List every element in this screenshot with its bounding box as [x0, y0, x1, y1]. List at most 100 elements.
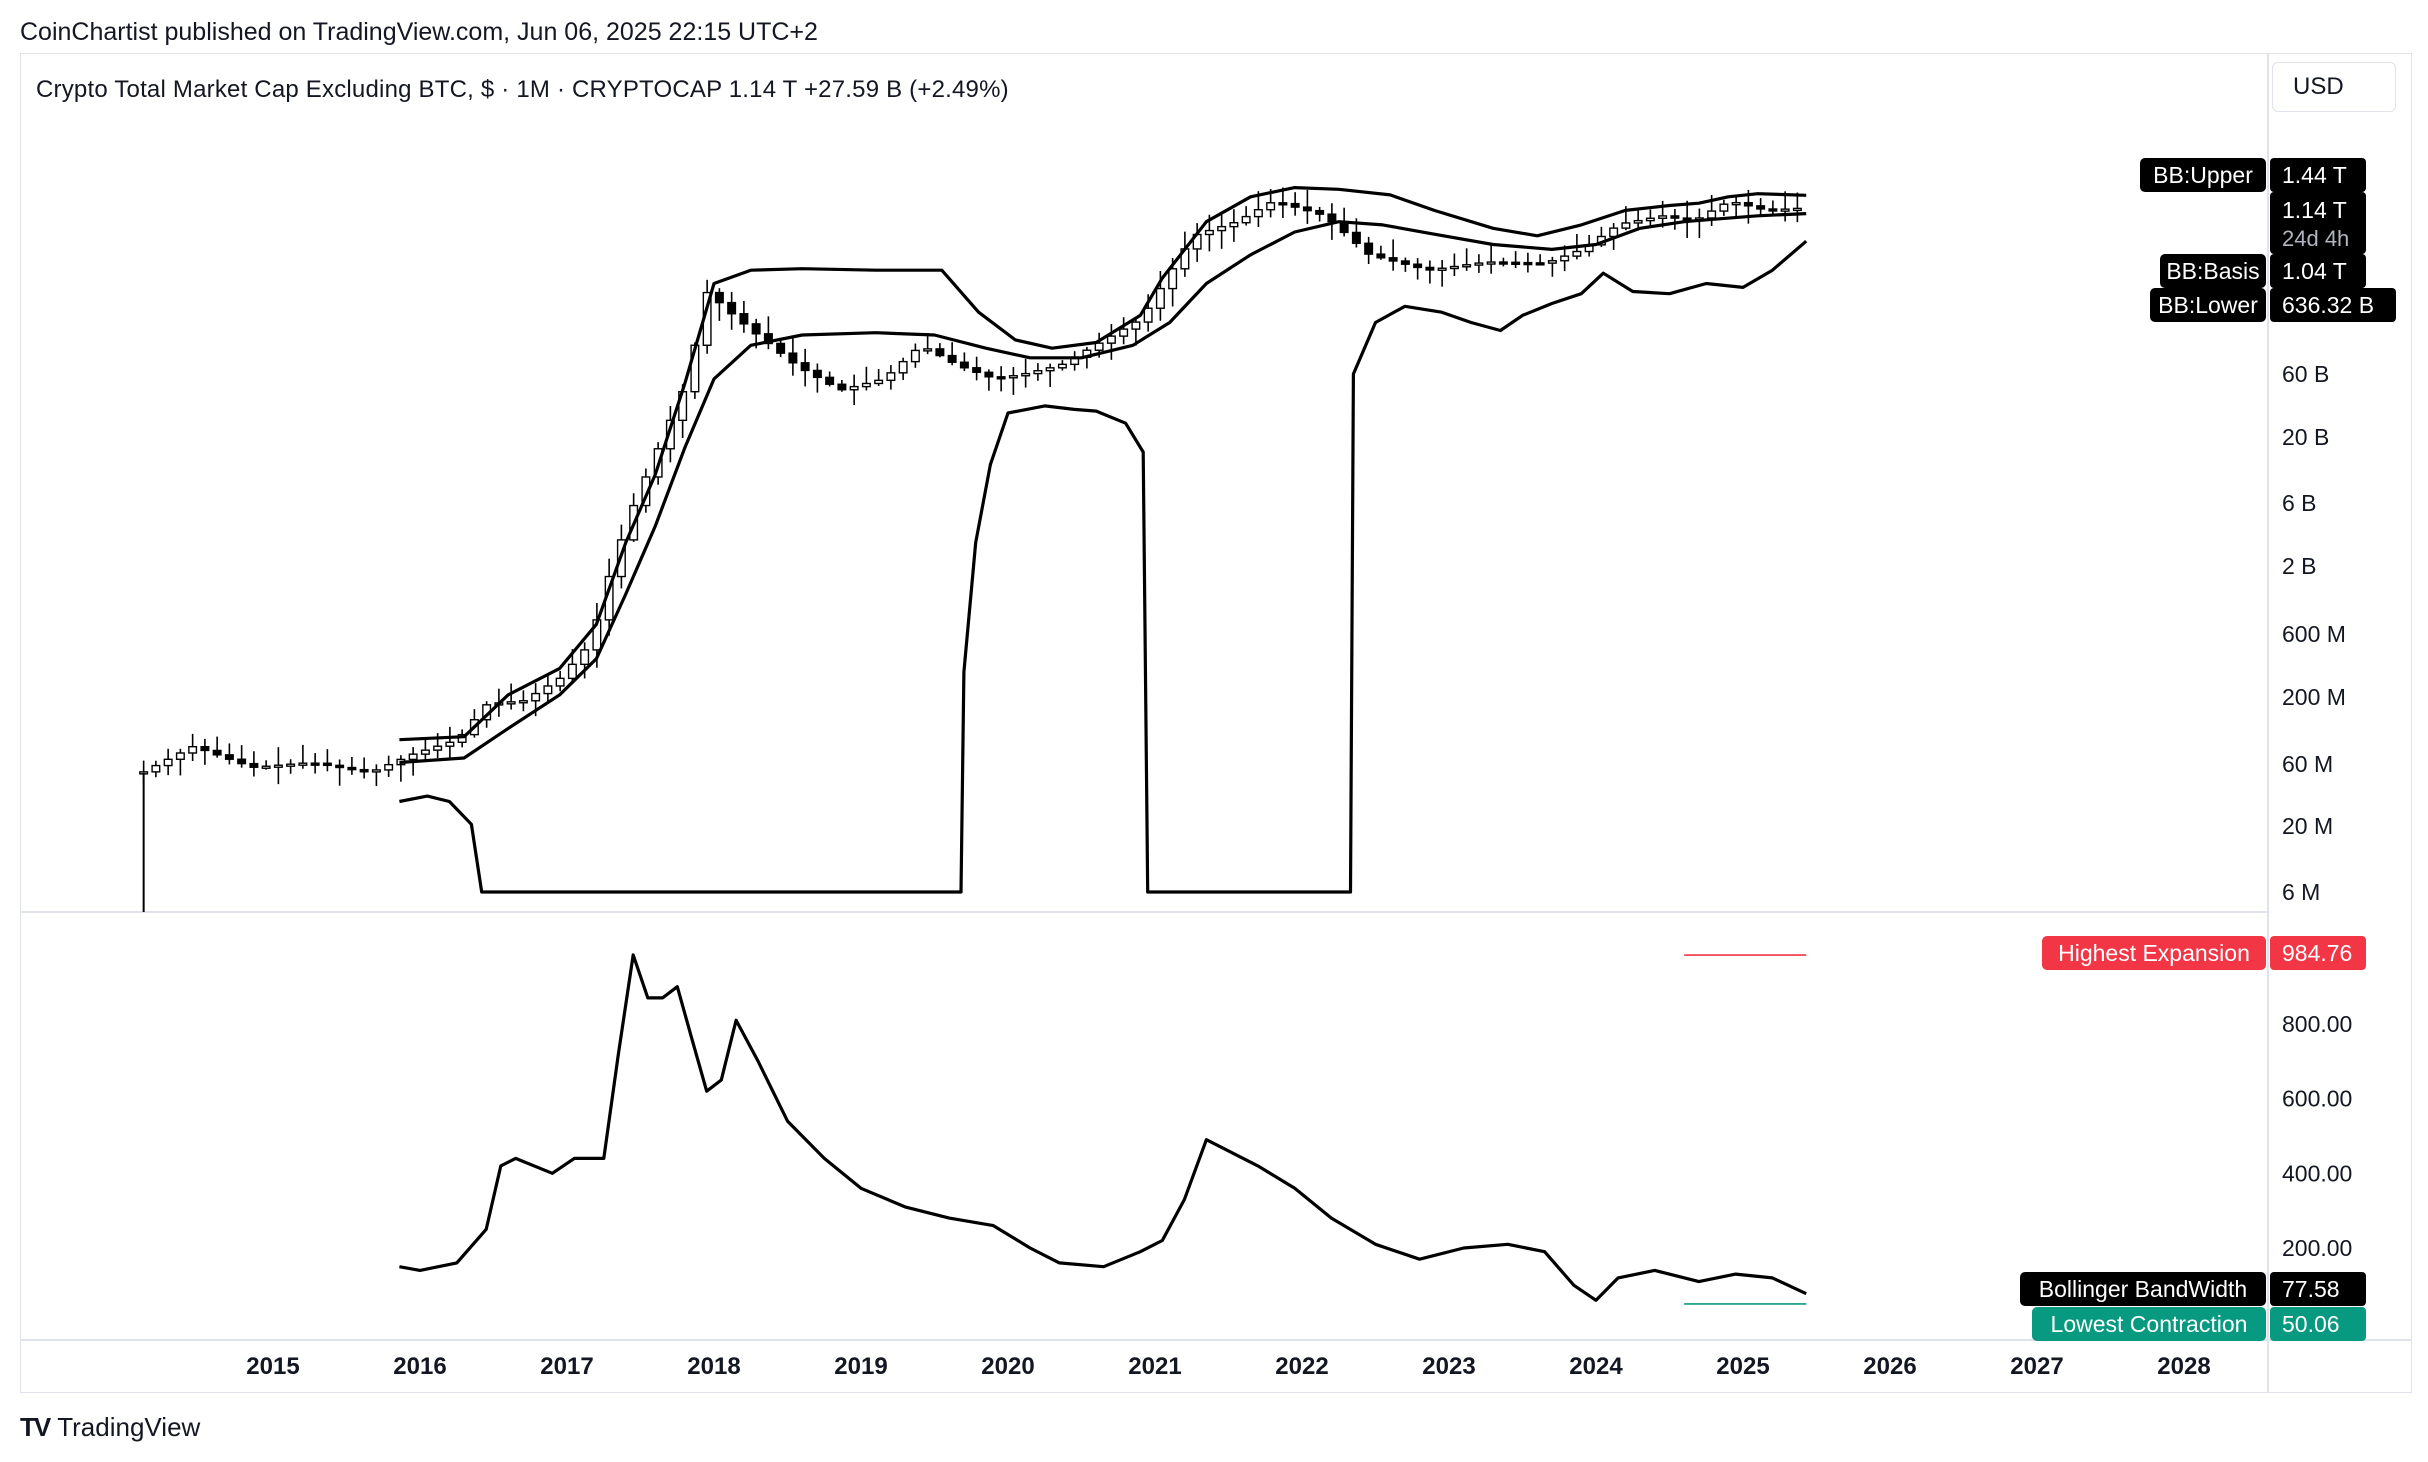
candle[interactable]	[286, 759, 296, 774]
candle[interactable]	[1535, 254, 1545, 266]
candle[interactable]	[1523, 252, 1533, 273]
candle[interactable]	[506, 683, 516, 710]
candle[interactable]	[1388, 239, 1398, 271]
candle[interactable]	[886, 365, 896, 390]
candle[interactable]	[151, 760, 161, 778]
candle[interactable]	[322, 749, 332, 772]
candle[interactable]	[923, 332, 933, 355]
candle[interactable]	[1119, 317, 1129, 345]
candle[interactable]	[837, 379, 847, 392]
candle[interactable]	[1731, 197, 1741, 218]
candle[interactable]	[874, 369, 884, 386]
candle[interactable]	[1008, 367, 1018, 395]
candle[interactable]	[237, 745, 247, 768]
candle[interactable]	[1302, 189, 1312, 224]
price-pane[interactable]	[139, 186, 1808, 912]
candle[interactable]	[849, 374, 859, 406]
candle[interactable]	[1425, 260, 1435, 284]
candle[interactable]	[1290, 192, 1300, 216]
candle[interactable]	[739, 300, 749, 333]
candle[interactable]	[1376, 245, 1386, 260]
bb-line-bb-basis[interactable]	[399, 212, 1807, 765]
candle[interactable]	[1511, 251, 1521, 269]
candle[interactable]	[1241, 206, 1251, 226]
candle[interactable]	[1560, 245, 1570, 272]
candle[interactable]	[1719, 199, 1729, 216]
candle[interactable]	[1486, 244, 1496, 274]
candle[interactable]	[1400, 257, 1410, 272]
candle[interactable]	[1768, 200, 1778, 215]
candle[interactable]	[1462, 248, 1472, 271]
candle[interactable]	[335, 759, 345, 786]
tradingview-logo[interactable]: TV TradingView	[20, 1412, 200, 1443]
candle[interactable]	[1474, 254, 1484, 273]
candle[interactable]	[1449, 253, 1459, 276]
bb-line-bb-upper[interactable]	[399, 186, 1807, 742]
candle[interactable]	[665, 406, 675, 463]
candle[interactable]	[347, 756, 357, 775]
candle[interactable]	[175, 748, 185, 776]
candle[interactable]	[1327, 203, 1337, 240]
candle[interactable]	[1131, 317, 1141, 346]
candle[interactable]	[812, 363, 822, 393]
candle[interactable]	[1070, 351, 1080, 371]
candle[interactable]	[1364, 236, 1374, 265]
candle[interactable]	[825, 371, 835, 387]
candle[interactable]	[396, 755, 406, 782]
candle[interactable]	[714, 288, 724, 321]
bb-line-bb-lower[interactable]	[399, 239, 1808, 894]
candle[interactable]	[1633, 208, 1643, 229]
candle[interactable]	[1670, 209, 1680, 230]
candle[interactable]	[163, 748, 173, 776]
candle[interactable]	[371, 764, 381, 786]
candle[interactable]	[959, 352, 969, 372]
candle[interactable]	[212, 736, 222, 758]
candle[interactable]	[420, 739, 430, 760]
bandwidth-pane[interactable]	[399, 953, 1807, 1305]
candle[interactable]	[445, 726, 455, 759]
candle[interactable]	[273, 747, 283, 785]
candle[interactable]	[788, 338, 798, 376]
candle[interactable]	[776, 340, 786, 358]
candle[interactable]	[763, 316, 773, 350]
candle[interactable]	[910, 343, 920, 368]
candle[interactable]	[1780, 191, 1790, 222]
candle[interactable]	[518, 690, 528, 712]
candle[interactable]	[1645, 209, 1655, 226]
candle[interactable]	[947, 342, 957, 366]
candle[interactable]	[984, 369, 994, 391]
candle[interactable]	[188, 733, 198, 761]
candle[interactable]	[1694, 208, 1704, 238]
candle[interactable]	[359, 757, 369, 779]
candle[interactable]	[898, 357, 908, 380]
candle[interactable]	[1106, 324, 1116, 360]
candle[interactable]	[543, 675, 553, 703]
candle[interactable]	[1253, 191, 1263, 227]
candle[interactable]	[1437, 260, 1447, 287]
candle[interactable]	[1498, 257, 1508, 267]
candle[interactable]	[261, 760, 271, 770]
candle[interactable]	[1045, 363, 1055, 387]
candle[interactable]	[861, 366, 871, 391]
candle[interactable]	[1021, 358, 1031, 388]
bandwidth-line[interactable]	[399, 953, 1807, 1302]
candle[interactable]	[1792, 192, 1802, 223]
candle[interactable]	[1756, 198, 1766, 217]
candle[interactable]	[972, 356, 982, 381]
candle[interactable]	[996, 366, 1006, 392]
candle[interactable]	[1033, 363, 1043, 381]
candle[interactable]	[384, 755, 394, 777]
candle[interactable]	[1682, 200, 1692, 239]
candle[interactable]	[1315, 206, 1325, 222]
candle[interactable]	[1413, 258, 1423, 280]
candle[interactable]	[1547, 256, 1557, 277]
candle[interactable]	[310, 753, 320, 774]
currency-button[interactable]: USD	[2272, 62, 2396, 112]
candle[interactable]	[200, 738, 210, 765]
candle[interactable]	[249, 751, 259, 777]
candle[interactable]	[298, 744, 308, 769]
candle[interactable]	[1278, 187, 1288, 218]
candle[interactable]	[1229, 209, 1239, 242]
candle[interactable]	[935, 343, 945, 358]
